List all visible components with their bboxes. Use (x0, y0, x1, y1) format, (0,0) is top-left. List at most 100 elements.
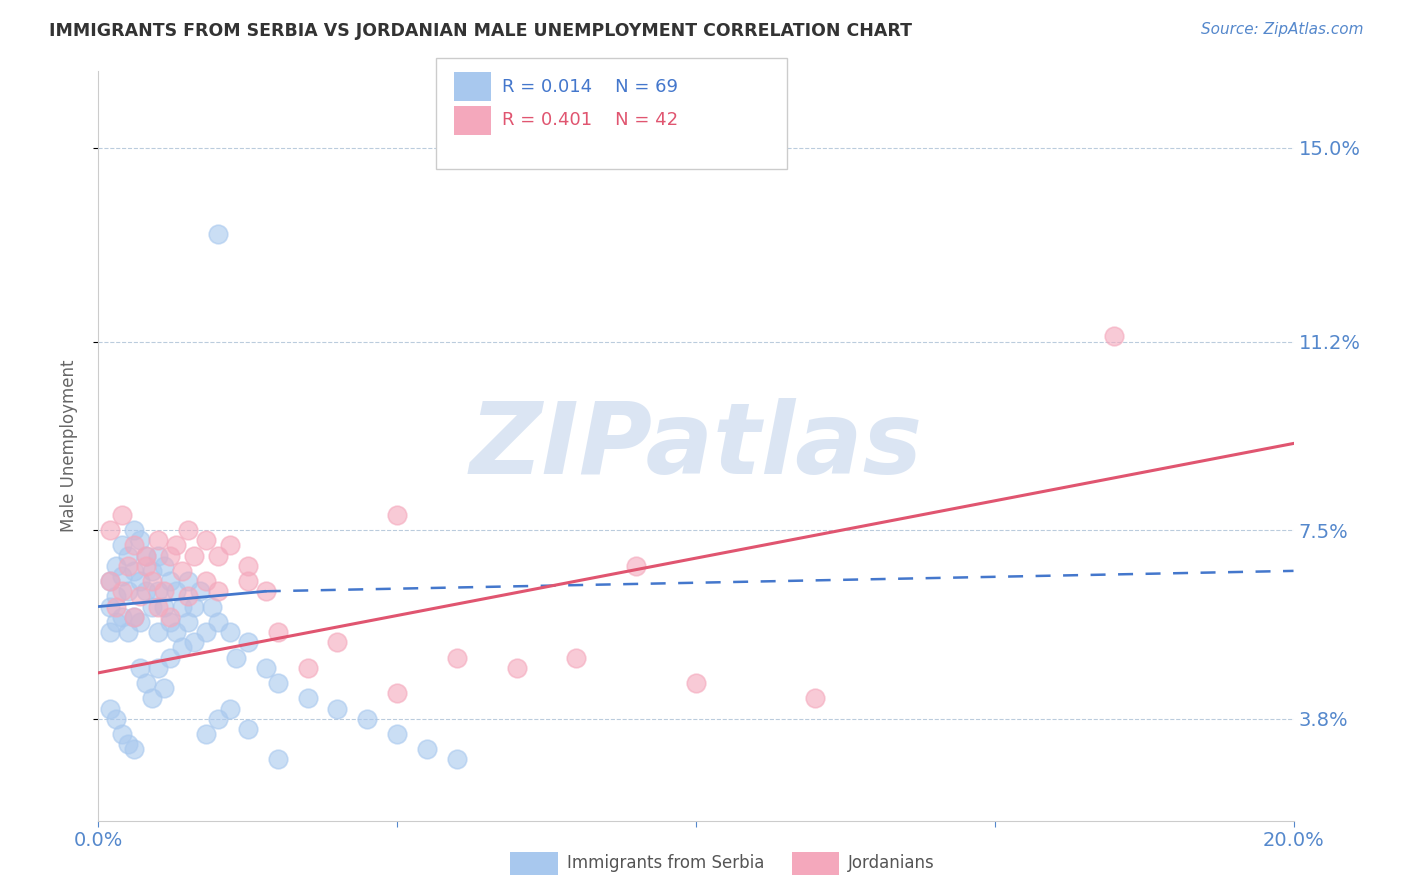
Point (141, 691, 163, 706)
Point (98, 523, 122, 537)
Point (267, 625, 290, 640)
Point (565, 650, 588, 665)
Point (183, 599, 205, 614)
Point (159, 549, 181, 563)
Point (98, 701, 122, 715)
Point (135, 584, 157, 599)
Point (183, 549, 205, 563)
Point (172, 640, 194, 655)
Point (105, 599, 128, 614)
Point (148, 533, 170, 548)
Point (117, 737, 139, 751)
Point (165, 625, 187, 640)
Point (135, 676, 157, 690)
Point (117, 625, 139, 640)
Point (98, 574, 122, 588)
Point (153, 584, 176, 599)
Point (117, 584, 139, 599)
Point (111, 609, 134, 624)
Point (685, 676, 707, 690)
Point (135, 558, 157, 573)
Point (111, 538, 134, 552)
Point (326, 635, 349, 649)
Point (124, 742, 146, 756)
Point (254, 584, 277, 599)
Point (236, 722, 259, 736)
Point (207, 615, 229, 629)
Point (188, 584, 211, 599)
Point (148, 599, 170, 614)
Point (297, 661, 319, 675)
Point (385, 686, 409, 700)
Point (326, 701, 349, 715)
Point (177, 615, 200, 629)
Point (195, 727, 218, 741)
Point (105, 712, 128, 726)
Point (236, 574, 259, 588)
Point (1104, 329, 1126, 343)
Point (129, 533, 152, 548)
Point (446, 752, 468, 766)
Point (124, 564, 146, 578)
Point (804, 691, 827, 706)
Point (148, 661, 170, 675)
Point (117, 549, 139, 563)
Text: Source: ZipAtlas.com: Source: ZipAtlas.com (1201, 22, 1364, 37)
Point (129, 615, 152, 629)
Point (172, 599, 194, 614)
Point (165, 584, 187, 599)
Point (219, 701, 242, 715)
Point (159, 609, 181, 624)
Point (446, 650, 468, 665)
Point (626, 558, 648, 573)
Point (148, 549, 170, 563)
Point (177, 574, 200, 588)
Point (207, 227, 229, 242)
Point (385, 508, 409, 522)
Point (98, 625, 122, 640)
Text: R = 0.014    N = 69: R = 0.014 N = 69 (502, 78, 678, 95)
Point (254, 661, 277, 675)
Point (124, 538, 146, 552)
Point (225, 650, 247, 665)
Point (129, 590, 152, 604)
Point (165, 538, 187, 552)
Point (183, 635, 205, 649)
Point (207, 549, 229, 563)
Point (267, 752, 290, 766)
Point (177, 523, 200, 537)
Point (177, 590, 200, 604)
Point (105, 590, 128, 604)
Point (153, 681, 176, 695)
Y-axis label: Male Unemployment: Male Unemployment (59, 359, 77, 533)
Point (141, 564, 163, 578)
Point (135, 549, 157, 563)
Point (159, 615, 181, 629)
Point (98, 599, 122, 614)
Point (201, 599, 224, 614)
Text: Jordanians: Jordanians (848, 855, 935, 872)
Point (195, 625, 218, 640)
Point (124, 523, 146, 537)
Point (207, 584, 229, 599)
Text: ZIPatlas: ZIPatlas (470, 398, 922, 494)
Point (219, 538, 242, 552)
Point (111, 727, 134, 741)
Point (506, 661, 529, 675)
Point (129, 661, 152, 675)
Point (148, 625, 170, 640)
Point (236, 635, 259, 649)
Point (111, 569, 134, 583)
Point (141, 599, 163, 614)
Point (385, 727, 409, 741)
Point (172, 564, 194, 578)
Point (267, 676, 290, 690)
Point (195, 533, 218, 548)
Point (117, 558, 139, 573)
Point (105, 558, 128, 573)
Point (159, 574, 181, 588)
Point (105, 615, 128, 629)
Point (153, 558, 176, 573)
Text: Immigrants from Serbia: Immigrants from Serbia (567, 855, 763, 872)
Point (416, 742, 439, 756)
